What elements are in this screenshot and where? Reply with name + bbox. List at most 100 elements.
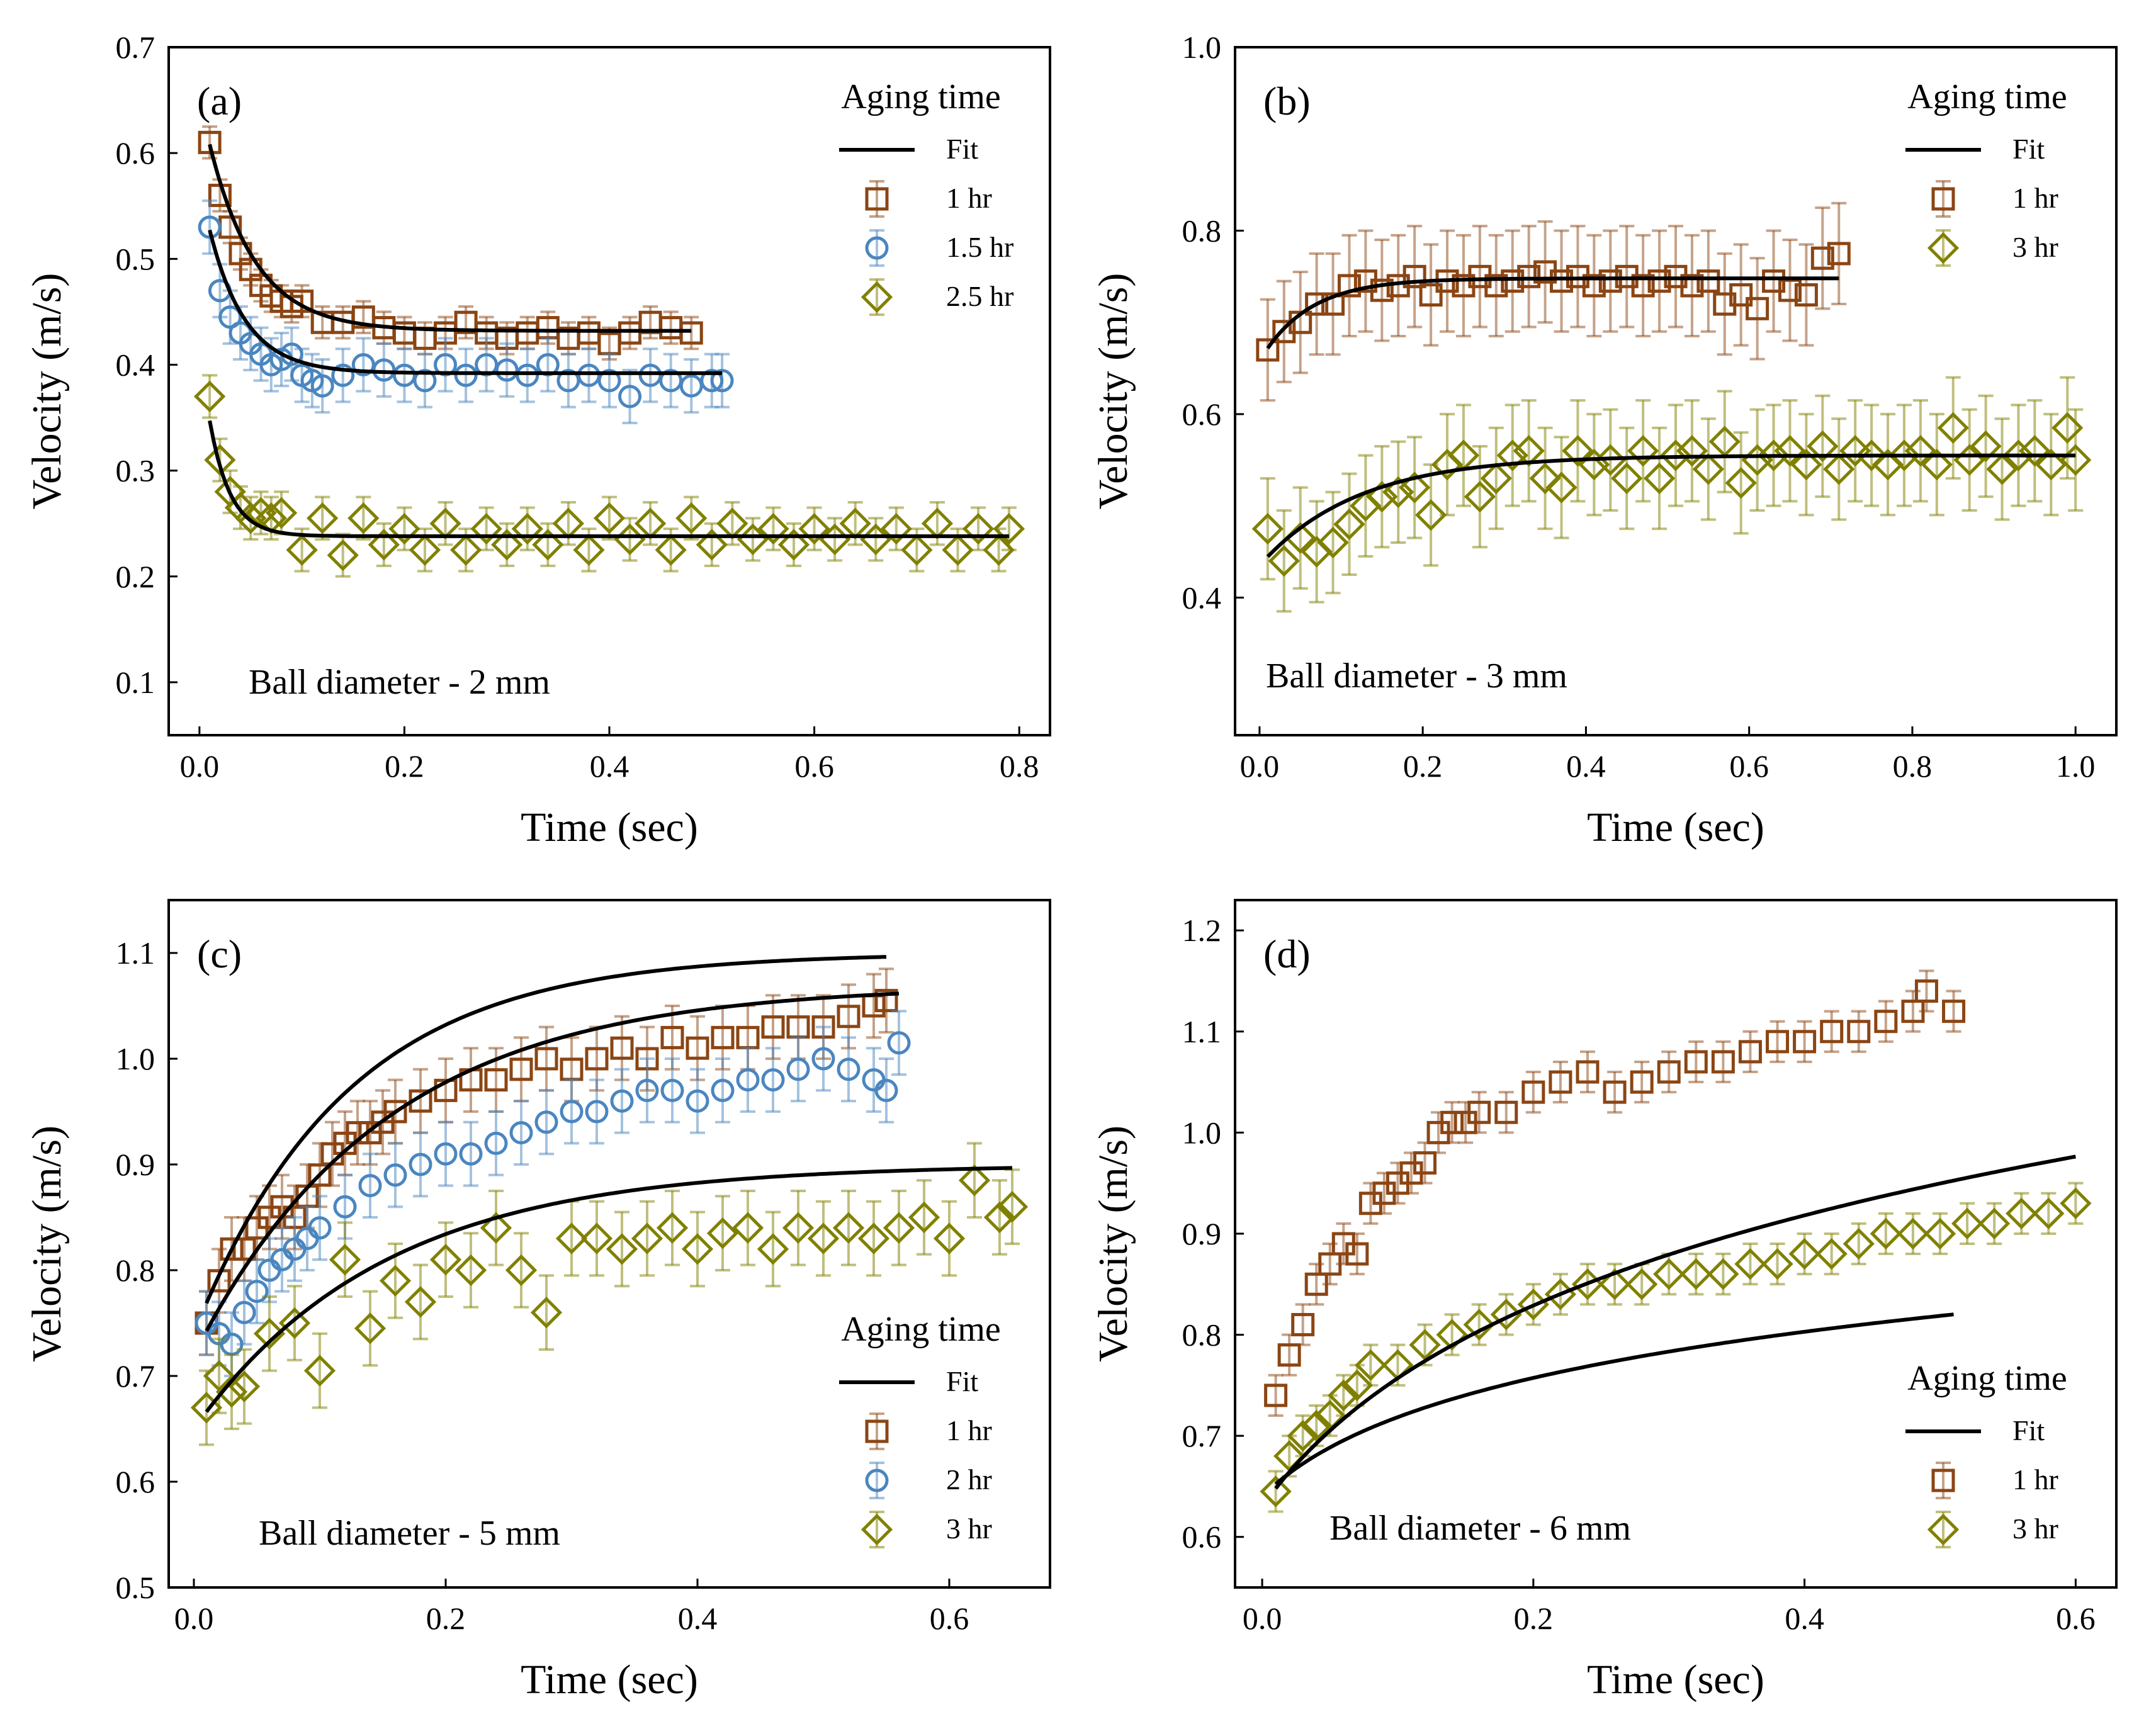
x-tick-label: 0.0: [1243, 1601, 1282, 1636]
data-point: [509, 1121, 533, 1145]
data-point: [368, 529, 400, 561]
data-point: [1924, 1217, 1956, 1250]
data-point: [454, 363, 478, 387]
data-point: [857, 1222, 890, 1254]
data-point: [933, 1222, 966, 1254]
series-1-hr: [198, 125, 703, 361]
data-point: [761, 1015, 785, 1039]
axes-frame: [1234, 46, 2118, 736]
data-point: [484, 1068, 508, 1092]
axes-frame: [1234, 899, 2118, 1589]
y-tick-label: 0.5: [116, 1570, 155, 1605]
data-point: [1793, 1030, 1817, 1054]
data-point: [1725, 467, 1757, 499]
data-point: [1550, 269, 1574, 293]
legend-label: 3 hr: [2012, 1513, 2058, 1545]
data-point: [556, 369, 580, 393]
chart-panel-c: 0.0 0.2 0.4 0.6 0.5 0.6 0.7 0.8 0.9 1.0 1.1 Time (s…: [24, 899, 1051, 1703]
y-tick-label: 0.8: [1182, 213, 1222, 248]
data-point: [358, 1174, 382, 1198]
data-point: [1631, 274, 1655, 298]
axes-frame: [167, 46, 1051, 736]
y-tick-label: 0.4: [116, 347, 155, 382]
data-point: [333, 1195, 357, 1219]
data-point: [1647, 269, 1671, 293]
y-tick-label: 0.6: [1182, 1519, 1222, 1555]
data-point: [1823, 453, 1855, 485]
fit-line-1-hr: [208, 144, 692, 333]
y-axis-label: Velocity (m/s): [1090, 1125, 1136, 1362]
series-1.5-hr: [198, 199, 734, 424]
y-tick-label: 0.4: [1182, 580, 1222, 615]
data-point: [983, 1201, 1016, 1234]
legend: Aging time Fit 1 hr 1.5 hr 2.5 hr: [839, 77, 1013, 316]
panel-label: (c): [197, 932, 242, 976]
data-point: [530, 1297, 563, 1329]
y-tick-label: 1.1: [116, 935, 155, 971]
data-point: [1794, 283, 1818, 307]
x-tick-label: 0.8: [1000, 748, 1039, 784]
data-point: [580, 1222, 613, 1254]
data-point: [327, 539, 359, 572]
x-tick-label: 0.4: [678, 1601, 718, 1636]
data-point: [1937, 412, 1969, 444]
x-tick-label: 1.0: [2056, 748, 2096, 784]
data-point: [631, 1222, 663, 1254]
data-point: [1496, 439, 1528, 471]
data-point: [777, 529, 810, 561]
data-point: [308, 1216, 332, 1240]
data-point: [908, 1201, 940, 1234]
y-tick-label: 0.6: [116, 1464, 155, 1499]
data-point: [686, 1036, 709, 1060]
data-point: [675, 502, 708, 534]
data-point: [1643, 462, 1676, 495]
data-point: [495, 358, 519, 382]
data-point: [1260, 1475, 1292, 1508]
data-point: [837, 1005, 861, 1029]
data-point: [1815, 1237, 1848, 1270]
data-point: [1734, 1248, 1766, 1280]
data-point: [1277, 1343, 1301, 1367]
data-point: [696, 529, 728, 561]
data-point: [874, 989, 898, 1013]
data-point: [585, 1047, 609, 1071]
data-point: [874, 1078, 898, 1102]
data-point: [1409, 1329, 1441, 1361]
x-tick-label: 0.0: [174, 1601, 214, 1636]
data-point: [454, 1254, 487, 1287]
data-point: [1766, 1030, 1790, 1054]
data-point: [310, 374, 334, 398]
data-point: [1341, 1369, 1373, 1401]
data-point: [1501, 269, 1525, 293]
data-point: [232, 1300, 256, 1324]
legend-marker: [1931, 1468, 1955, 1492]
data-point: [220, 1237, 244, 1261]
series-2-hr: [195, 1010, 911, 1377]
data-point: [1680, 274, 1704, 298]
data-point: [736, 1068, 760, 1092]
data-point: [593, 502, 626, 534]
data-point: [1521, 1080, 1545, 1104]
y-axis-label: Velocity (m/s): [24, 273, 70, 510]
legend-fit-label: Fit: [2012, 1414, 2045, 1446]
legend: Aging time Fit 1 hr 3 hr: [1905, 77, 2067, 267]
data-point: [1951, 1207, 1984, 1240]
data-point: [383, 1163, 407, 1187]
x-tick-label: 0.2: [1514, 1601, 1554, 1636]
data-point: [1888, 439, 1921, 471]
data-point: [286, 534, 318, 566]
data-point: [573, 534, 605, 566]
data-point: [901, 534, 933, 566]
data-point: [1986, 453, 2018, 485]
legend-marker: [865, 236, 889, 260]
y-tick-label: 0.9: [1182, 1216, 1222, 1251]
data-point: [1839, 435, 1871, 467]
data-point: [993, 512, 1025, 545]
data-point: [2002, 439, 2035, 471]
data-point: [1513, 435, 1545, 467]
x-axis-label: Time (sec): [1587, 1657, 1764, 1703]
panel-label: (d): [1263, 932, 1311, 976]
data-point: [618, 385, 642, 409]
legend-marker: [1931, 187, 1955, 211]
data-point: [253, 1317, 286, 1350]
